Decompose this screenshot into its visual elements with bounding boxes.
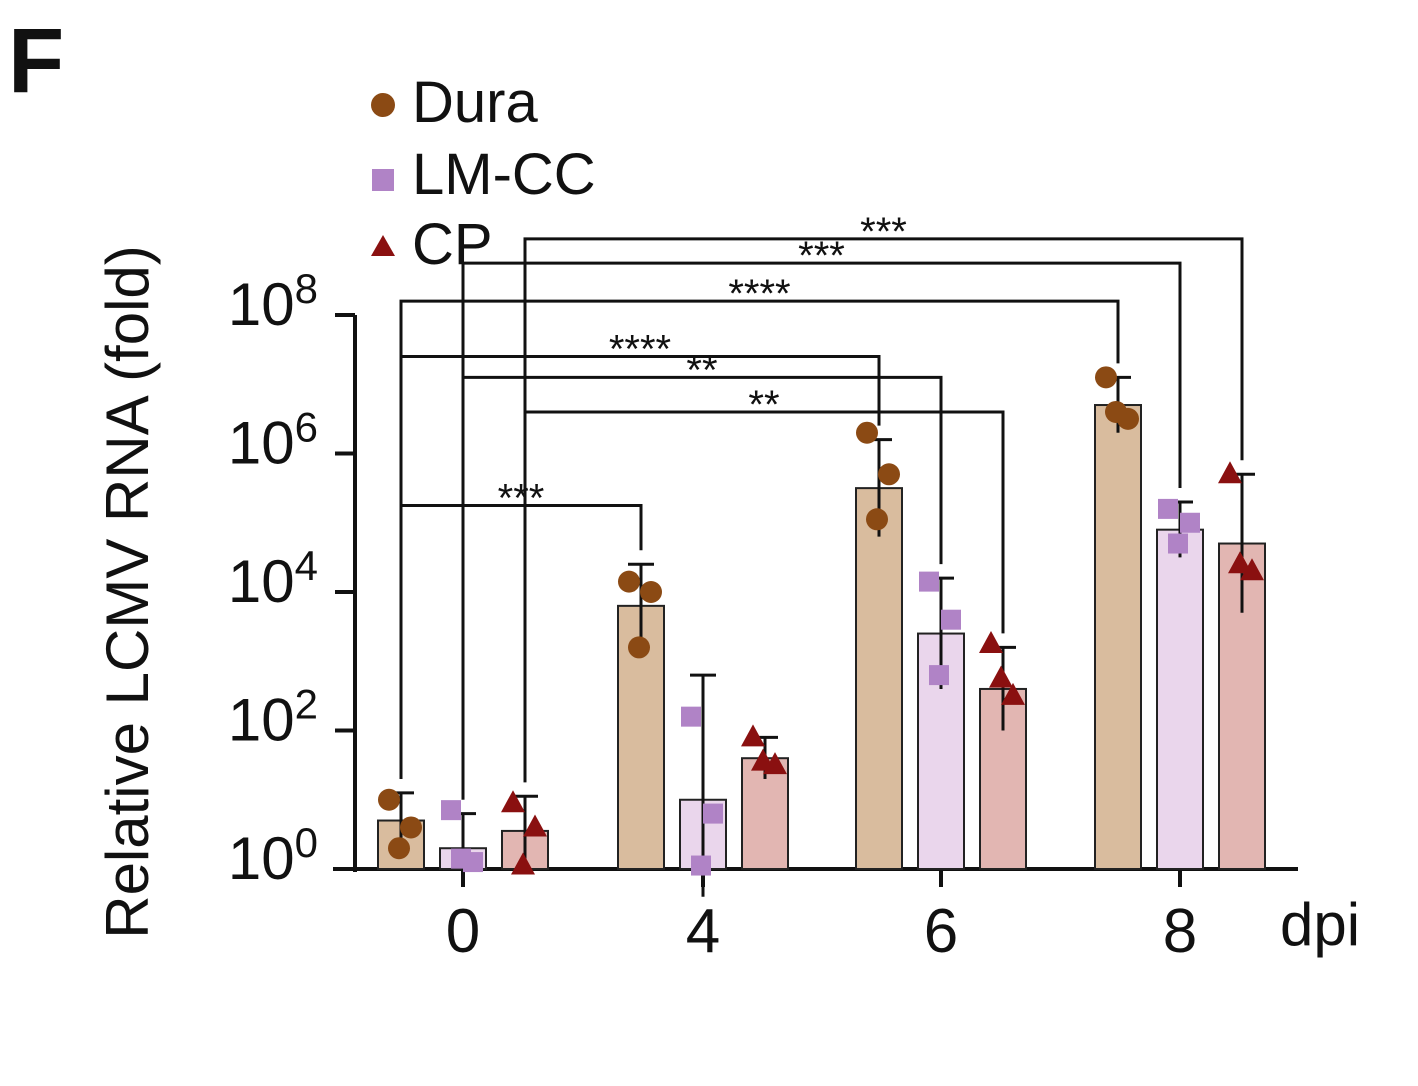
data-points — [378, 366, 1264, 876]
data-point — [681, 706, 701, 727]
legend-label-lm-cc: LM-CC — [412, 142, 596, 207]
data-point — [511, 852, 535, 875]
data-point — [441, 800, 461, 821]
data-point — [501, 790, 525, 813]
data-point — [640, 581, 662, 603]
significance-label: *** — [498, 476, 545, 520]
data-point — [523, 814, 547, 837]
data-point — [618, 570, 640, 593]
data-point — [400, 816, 422, 839]
data-point — [941, 609, 961, 630]
legend: Dura LM-CC CP — [371, 70, 596, 277]
data-point — [878, 463, 900, 486]
significance-label: *** — [798, 234, 845, 278]
significance-bracket — [399, 503, 643, 779]
significance-brackets: ********************* — [399, 210, 1244, 800]
y-tick-label: 106 — [228, 404, 318, 477]
legend-label-cp: CP — [412, 212, 493, 277]
data-point — [628, 636, 650, 659]
y-tick-label: 104 — [228, 542, 318, 615]
significance-bracket — [399, 299, 1120, 779]
legend-entry-lm-cc: LM-CC — [372, 142, 596, 207]
data-point — [1218, 461, 1242, 484]
data-point — [1095, 366, 1117, 389]
significance-label: **** — [609, 328, 671, 372]
bar — [855, 487, 903, 870]
x-tick-label: 6 — [924, 897, 958, 966]
y-axis-ticks: 100 102 104 106 108 — [228, 265, 355, 892]
legend-label-dura: Dura — [412, 70, 538, 135]
data-point — [1105, 400, 1127, 423]
legend-entry-dura: Dura — [371, 70, 538, 135]
data-point — [1240, 558, 1264, 581]
data-point — [388, 837, 410, 860]
significance-label: *** — [860, 210, 907, 254]
data-point — [1228, 551, 1252, 574]
bar — [1094, 404, 1142, 870]
panel-label: F — [8, 10, 64, 112]
bar — [1156, 528, 1204, 870]
legend-marker-cp — [371, 235, 395, 256]
x-axis-ticks: 0 4 6 8 — [446, 869, 1197, 966]
y-tick-label: 100 — [228, 819, 318, 892]
legend-marker-dura — [371, 93, 395, 117]
legend-entry-cp: CP — [371, 212, 493, 277]
data-point — [1158, 498, 1178, 519]
data-point — [691, 855, 711, 876]
legend-marker-lm-cc — [372, 169, 394, 191]
data-point — [703, 803, 723, 824]
significance-label: ** — [748, 383, 779, 427]
data-point — [741, 724, 765, 747]
x-tick-label: 8 — [1163, 897, 1197, 966]
data-point — [989, 665, 1013, 688]
data-point — [919, 571, 939, 592]
data-point — [929, 665, 949, 686]
data-point — [1180, 512, 1200, 533]
significance-bracket — [523, 237, 1244, 783]
data-point — [378, 788, 400, 811]
significance-label: ** — [686, 348, 717, 392]
significance-bracket — [461, 261, 1182, 800]
data-point — [979, 630, 1003, 653]
data-point — [451, 848, 471, 869]
data-point — [856, 421, 878, 444]
data-point — [866, 508, 888, 531]
data-point — [1001, 682, 1025, 705]
data-point — [751, 748, 775, 771]
significance-label: **** — [728, 272, 790, 316]
x-axis-unit-label: dpi — [1280, 891, 1360, 958]
x-tick-label: 4 — [686, 897, 720, 966]
x-tick-label: 0 — [446, 897, 480, 966]
y-tick-label: 102 — [228, 681, 318, 754]
y-tick-label: 108 — [228, 265, 318, 338]
y-axis-label: Relative LCMV RNA (fold) — [94, 245, 161, 939]
axes — [333, 315, 1298, 872]
data-point — [1168, 533, 1188, 554]
